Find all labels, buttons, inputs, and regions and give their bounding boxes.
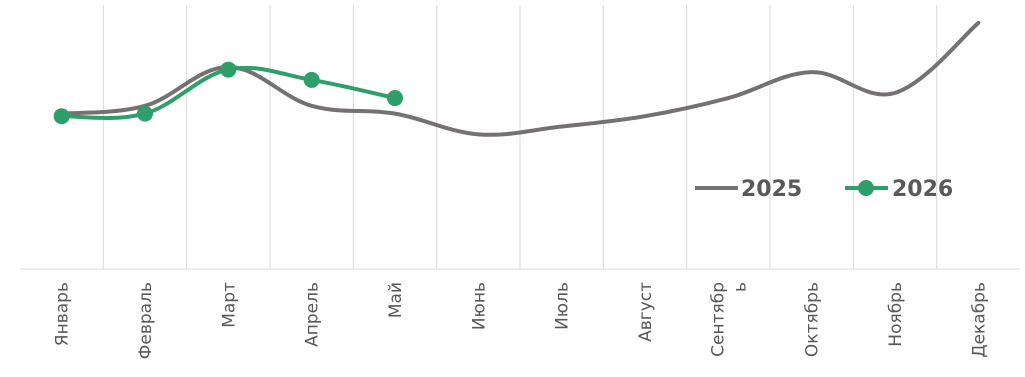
- x-tick-label-line: Май: [386, 282, 406, 318]
- x-tick-label-line: Август: [636, 282, 656, 342]
- data-point-2026: [137, 105, 153, 122]
- legend-item-2025: 2025: [695, 177, 802, 202]
- data-point-2026: [53, 108, 70, 125]
- legend-marker-2026: [858, 180, 874, 196]
- data-point-2026: [303, 71, 320, 88]
- x-tick-label-line: Июль: [553, 282, 573, 330]
- x-tick-label-line: Январь: [53, 282, 73, 346]
- x-tick-label-line: Декабрь: [969, 282, 989, 358]
- legend: 2025 2026: [695, 177, 953, 202]
- x-tick-label-line: ь: [730, 282, 750, 292]
- series-markers: [53, 61, 403, 125]
- vertical-grid: [102, 5, 938, 269]
- x-tick-label-line: Март: [219, 282, 239, 328]
- x-tick-label: Ноябрь: [886, 282, 906, 347]
- legend-label-2026: 2026: [892, 177, 953, 202]
- x-tick-labels: Январь Февраль Март Апрель Май Июнь Июль Август…: [53, 282, 990, 359]
- x-tick-label: Август: [636, 282, 656, 342]
- x-tick-label-line: Октябрь: [803, 282, 823, 357]
- x-tick-label-line: Сентябр: [708, 282, 728, 357]
- data-point-2026: [387, 90, 403, 107]
- x-tick-label: Январь: [53, 282, 73, 346]
- x-tick-label: Июль: [553, 282, 573, 330]
- x-tick-label-line: Ноябрь: [886, 282, 906, 347]
- x-tick-label: Апрель: [303, 282, 323, 347]
- x-tick-label-line: Февраль: [136, 282, 156, 359]
- legend-label-2025: 2025: [741, 177, 802, 202]
- x-tick-label-line: Апрель: [303, 282, 323, 347]
- x-tick-label: Февраль: [136, 282, 156, 359]
- data-point-2026: [220, 61, 237, 78]
- x-tick-label: Март: [219, 282, 239, 328]
- x-tick-label: Май: [386, 282, 406, 318]
- x-tick-label: Декабрь: [969, 282, 989, 358]
- x-tick-label: Июнь: [469, 282, 489, 330]
- x-tick-label: Октябрь: [803, 282, 823, 357]
- legend-item-2026: 2026: [845, 177, 953, 202]
- x-tick-label-line: Июнь: [469, 282, 489, 330]
- x-tick-label: Сентябр ь: [708, 282, 750, 357]
